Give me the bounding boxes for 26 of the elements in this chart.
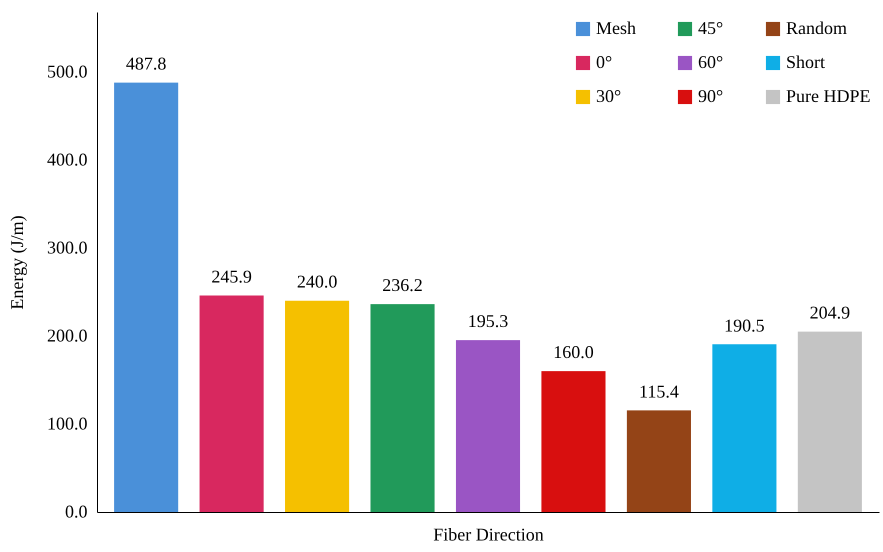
legend-label: Pure HDPE (786, 86, 871, 106)
data-label: 245.9 (211, 266, 252, 287)
data-label: 487.8 (126, 54, 166, 74)
legend-label: 60° (698, 52, 724, 72)
data-label: 195.3 (468, 311, 508, 332)
y-tick-label: 500.0 (47, 61, 88, 82)
legend-label: 30° (596, 86, 622, 106)
y-tick-label: 300.0 (47, 237, 88, 258)
legend-label: Random (786, 18, 847, 38)
y-tick-label: 0.0 (65, 502, 88, 522)
data-label: 240.0 (296, 272, 338, 292)
data-label: 160.0 (553, 342, 594, 362)
y-tick-label: 200.0 (47, 325, 88, 346)
y-axis-title: Energy (J/m) (7, 215, 27, 310)
data-label: 236.2 (382, 275, 423, 296)
x-axis-title: Fiber Direction (433, 524, 544, 544)
legend-label: 45° (698, 18, 724, 38)
legend-label: Mesh (596, 18, 636, 38)
data-label: 204.9 (810, 302, 850, 323)
legend-label: 90° (698, 86, 724, 106)
data-label: 115.4 (639, 381, 679, 402)
data-label: 190.5 (724, 315, 765, 336)
y-tick-label: 400.0 (47, 149, 88, 170)
y-tick-label: 100.0 (47, 413, 88, 434)
legend-label: Short (786, 52, 826, 72)
legend-label: 0° (596, 52, 612, 72)
